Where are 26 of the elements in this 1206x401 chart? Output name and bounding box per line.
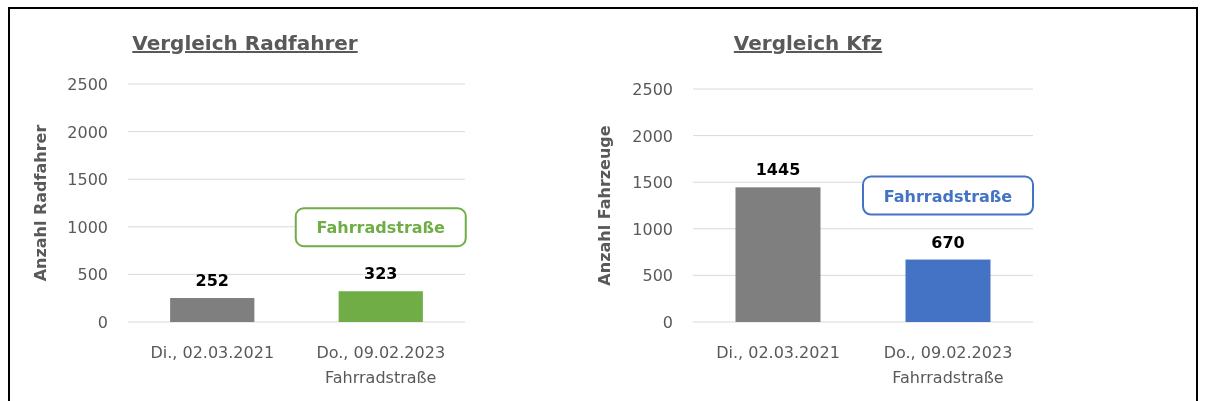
data-label: 252 (195, 271, 229, 291)
y-tick-label: 1500 (632, 173, 673, 193)
y-tick-label: 2500 (67, 75, 108, 94)
data-label: 323 (364, 264, 398, 284)
x-tick-label: Di., 02.03.2021 (150, 343, 275, 362)
y-tick-label: 2000 (67, 122, 108, 142)
x-tick-label: Do., 09.02.2023 Fahrradstraße (883, 343, 1013, 387)
y-tick-label: 0 (662, 313, 673, 332)
annotation: Fahrradstraße (316, 218, 446, 238)
y-axis-title: Anzahl Fahrzeuge (595, 125, 614, 286)
y-tick-label: 0 (97, 313, 108, 332)
y-tick-label: 500 (77, 265, 108, 285)
y-tick-label: 1000 (67, 217, 108, 237)
annotation: Fahrradstraße (883, 186, 1013, 206)
data-label: 1445 (755, 160, 801, 180)
y-axis-title: Anzahl Radfahrer (31, 124, 50, 282)
chart-title: Vergleich Kfz (733, 31, 883, 55)
chart-title: Vergleich Radfahrer (132, 31, 358, 55)
y-tick-label: 1000 (632, 219, 673, 239)
x-tick-label: Do., 09.02.2023 Fahrradstraße (316, 343, 446, 387)
y-tick-label: 500 (642, 266, 673, 286)
data-label: 670 (931, 232, 965, 252)
y-tick-label: 2000 (632, 126, 673, 146)
y-tick-label: 2500 (632, 80, 673, 99)
x-tick-label: Di., 02.03.2021 (716, 343, 840, 362)
y-tick-label: 1500 (67, 170, 108, 190)
